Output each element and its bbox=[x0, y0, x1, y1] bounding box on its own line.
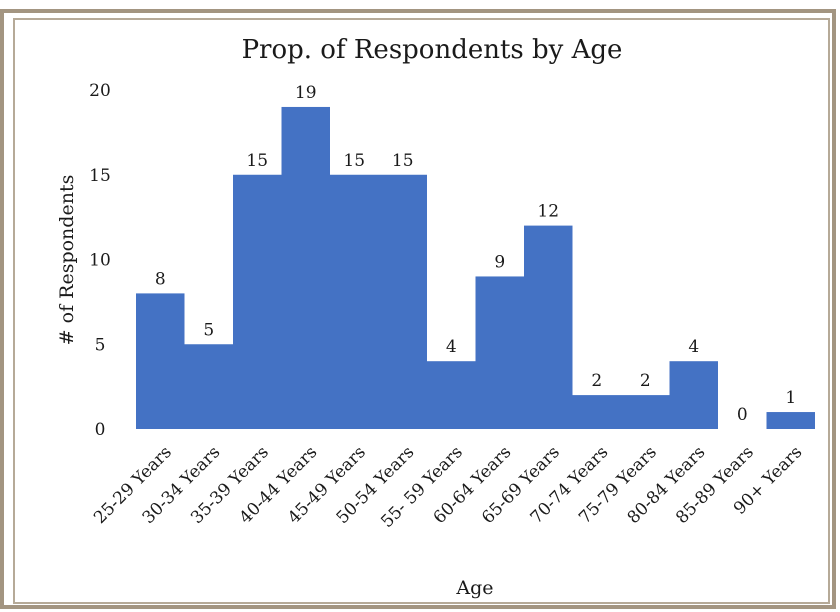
data-label: 5 bbox=[203, 320, 214, 340]
bar bbox=[621, 395, 670, 429]
bar bbox=[572, 395, 621, 429]
data-label: 19 bbox=[295, 83, 317, 103]
outer-frame bbox=[0, 9, 836, 609]
data-label: 8 bbox=[155, 269, 166, 289]
bar bbox=[330, 174, 379, 429]
bar bbox=[281, 106, 330, 429]
data-label: 15 bbox=[392, 151, 414, 171]
data-label: 15 bbox=[343, 151, 365, 171]
bar bbox=[427, 361, 476, 429]
bar bbox=[184, 344, 233, 429]
data-label: 0 bbox=[737, 405, 748, 425]
data-label: 12 bbox=[537, 202, 559, 222]
data-label: 4 bbox=[688, 337, 699, 357]
y-tick-label: 5 bbox=[95, 335, 106, 355]
bar bbox=[378, 174, 427, 429]
chart-title: Prop. of Respondents by Age bbox=[242, 35, 623, 65]
bars-group bbox=[136, 106, 815, 429]
bar bbox=[475, 276, 524, 429]
data-labels-group: 8 5 15 19 15 15 4 9 12 2 2 4 0 1 bbox=[155, 83, 796, 425]
y-axis-title: # of Respondents bbox=[56, 175, 78, 346]
data-label: 2 bbox=[591, 371, 602, 391]
y-tick-label: 20 bbox=[89, 81, 111, 101]
y-tick-label: 15 bbox=[89, 166, 111, 186]
data-label: 2 bbox=[640, 371, 651, 391]
data-label: 15 bbox=[246, 151, 268, 171]
y-axis: 0 5 10 15 20 bbox=[89, 81, 111, 440]
y-tick-label: 0 bbox=[95, 420, 106, 440]
bar bbox=[766, 412, 815, 429]
bar bbox=[233, 174, 282, 429]
data-label: 4 bbox=[446, 337, 457, 357]
bar bbox=[669, 361, 718, 429]
x-axis-title: Age bbox=[455, 577, 493, 599]
bar bbox=[136, 293, 185, 429]
data-label: 1 bbox=[785, 388, 796, 408]
bar bbox=[524, 225, 573, 429]
y-tick-label: 10 bbox=[89, 251, 111, 271]
data-label: 9 bbox=[494, 252, 505, 272]
inner-frame bbox=[13, 18, 830, 604]
